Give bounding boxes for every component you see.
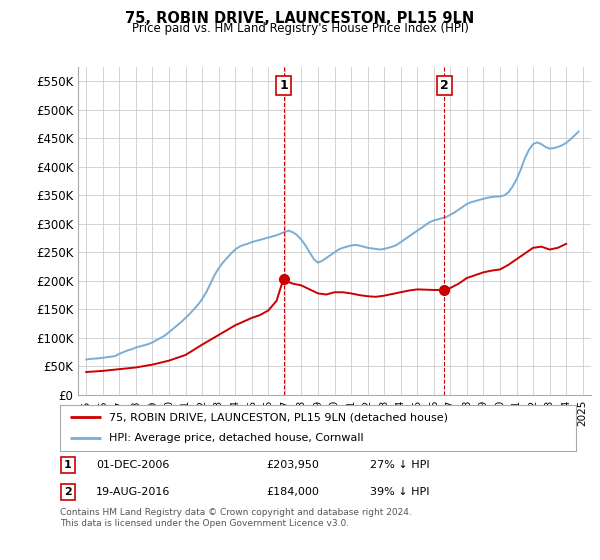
Text: £203,950: £203,950 bbox=[266, 460, 319, 470]
Text: 1: 1 bbox=[64, 460, 71, 470]
Text: 2: 2 bbox=[64, 487, 71, 497]
Text: 1: 1 bbox=[279, 79, 288, 92]
Text: HPI: Average price, detached house, Cornwall: HPI: Average price, detached house, Corn… bbox=[109, 433, 364, 444]
Text: Contains HM Land Registry data © Crown copyright and database right 2024.
This d: Contains HM Land Registry data © Crown c… bbox=[60, 508, 412, 528]
Text: 01-DEC-2006: 01-DEC-2006 bbox=[96, 460, 169, 470]
Text: £184,000: £184,000 bbox=[266, 487, 319, 497]
Text: 75, ROBIN DRIVE, LAUNCESTON, PL15 9LN: 75, ROBIN DRIVE, LAUNCESTON, PL15 9LN bbox=[125, 11, 475, 26]
Text: 19-AUG-2016: 19-AUG-2016 bbox=[96, 487, 170, 497]
Text: 27% ↓ HPI: 27% ↓ HPI bbox=[370, 460, 429, 470]
Text: Price paid vs. HM Land Registry's House Price Index (HPI): Price paid vs. HM Land Registry's House … bbox=[131, 22, 469, 35]
Text: 2: 2 bbox=[440, 79, 449, 92]
Text: 75, ROBIN DRIVE, LAUNCESTON, PL15 9LN (detached house): 75, ROBIN DRIVE, LAUNCESTON, PL15 9LN (d… bbox=[109, 412, 448, 422]
Text: 39% ↓ HPI: 39% ↓ HPI bbox=[370, 487, 429, 497]
